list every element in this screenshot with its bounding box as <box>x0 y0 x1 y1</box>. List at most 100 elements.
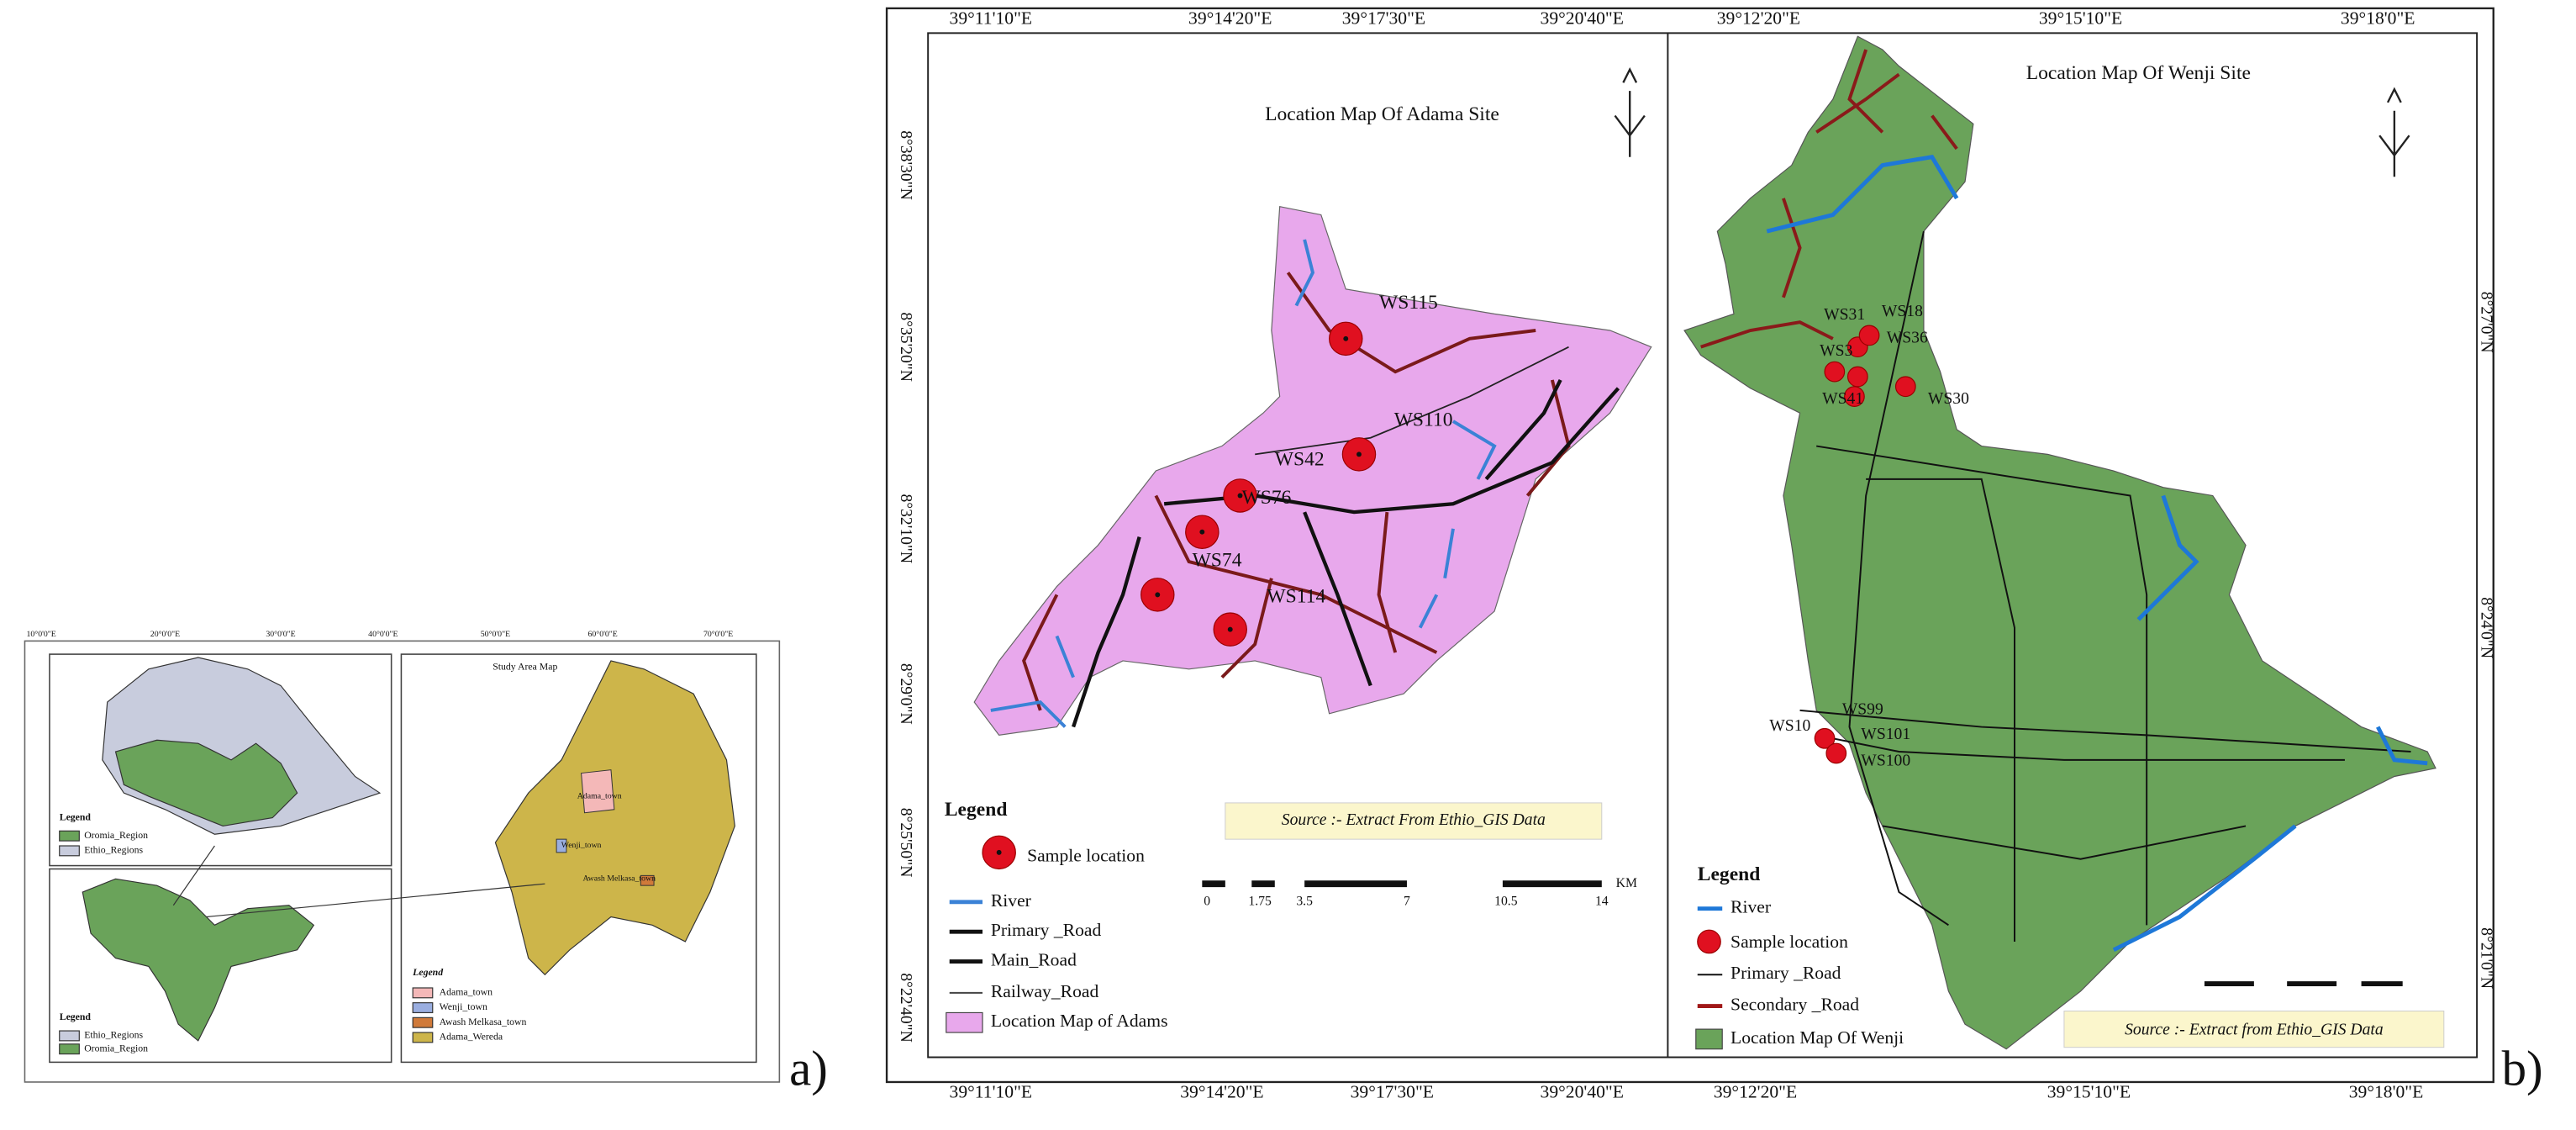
legend-item: Primary _Road <box>991 920 1102 940</box>
legend-item: Location Map of Adams <box>991 1011 1168 1031</box>
lon-label: 50°0'0"E <box>481 630 510 639</box>
sample-label: WS41 <box>1822 389 1863 408</box>
legend-item: Awash Melkasa_town <box>440 1016 527 1027</box>
town-label: Adama_town <box>577 791 622 800</box>
wenji-town <box>556 838 567 853</box>
source-note: Source :- Extract From Ethio_GIS Data <box>1282 811 1546 829</box>
lon-label: 39°20'40"E <box>1541 1082 1624 1102</box>
legend-title: Legend <box>60 1011 92 1022</box>
legend-item: Ethio_Regions <box>84 1030 143 1041</box>
legend-item: Oromia_Region <box>84 1043 148 1053</box>
lon-label: 39°14'20"E <box>1188 8 1272 29</box>
map-title: Study Area Map <box>493 662 557 673</box>
scale-label: 1.75 <box>1248 894 1272 908</box>
lon-label: 39°11'10"E <box>950 1082 1033 1102</box>
lon-label: 70°0'0"E <box>703 630 733 639</box>
oromia-region <box>114 739 298 827</box>
legend-title: Legend <box>1698 863 1761 885</box>
legend-swatches <box>59 830 434 1055</box>
lon-label: 39°17'30"E <box>1342 8 1425 29</box>
legend-item: Wenji_town <box>440 1001 487 1012</box>
legend-item: Adama_Wereda <box>440 1032 503 1043</box>
panel-label: a) <box>789 1041 828 1096</box>
legend-item: Location Map Of Wenji <box>1731 1027 1904 1048</box>
legend-title: Legend <box>412 967 444 978</box>
legend-item: Main_Road <box>991 949 1077 969</box>
legend-title: Legend <box>60 811 92 822</box>
legend-item: River <box>1731 897 1771 917</box>
lat-label: 8°22'40"N <box>897 973 915 1043</box>
sample-label: WS100 <box>1861 751 1910 769</box>
lon-label: 39°15'10"E <box>2047 1082 2131 1102</box>
wenji-map <box>1683 35 2445 1050</box>
lon-label: 40°0'0"E <box>368 630 398 639</box>
legend-item: Sample location <box>1731 932 1848 952</box>
sample-label: WS74 <box>1193 549 1242 571</box>
inner-frame <box>927 32 2479 1059</box>
sample-label: WS101 <box>1861 725 1910 743</box>
lat-label: 8°32'10"N <box>897 494 915 563</box>
scale-label: KM <box>1616 876 1637 890</box>
lat-label: 8°38'30"N <box>897 130 915 200</box>
legend-title: Legend <box>945 799 1008 821</box>
town-label: Awash Melkasa_town <box>582 874 656 884</box>
sample-label: WS114 <box>1267 586 1325 608</box>
lon-label: 39°12'20"E <box>1717 8 1800 29</box>
legend-item: Railway_Road <box>991 981 1099 1001</box>
map-title: Location Map Of Wenji Site <box>2026 62 2251 84</box>
lat-label: 8°35'20"N <box>897 312 915 382</box>
scale-label: 7 <box>1404 894 1410 908</box>
sample-label: WS42 <box>1275 449 1325 471</box>
sample-label: WS110 <box>1394 409 1453 430</box>
lon-label: 39°18'0"E <box>2341 8 2415 29</box>
legend-item: Primary _Road <box>1731 963 1841 983</box>
sample-label: WS99 <box>1842 700 1883 718</box>
sample-label: WS76 <box>1242 487 1292 509</box>
sample-label: WS30 <box>1928 389 1969 408</box>
scale-label: 14 <box>1595 894 1609 908</box>
legend-item: River <box>991 890 1031 911</box>
lat-label: 8°29'0"N <box>897 663 915 725</box>
scale-label: 10.5 <box>1494 894 1518 908</box>
lon-label: 39°20'40"E <box>1541 8 1624 29</box>
lat-label: 8°25'50"N <box>897 808 915 878</box>
adama-town <box>581 769 615 814</box>
awash-town <box>640 874 655 886</box>
legend-item: Ethio_Regions <box>84 845 143 856</box>
legend-item: Adama_town <box>440 987 493 998</box>
sample-label: WS10 <box>1769 716 1810 735</box>
lon-label: 39°12'20"E <box>1714 1082 1797 1102</box>
lat-label: 8°24'0"N <box>2477 597 2495 658</box>
lon-label: 39°14'20"E <box>1180 1082 1263 1102</box>
legend-item: Secondary _Road <box>1731 995 1859 1015</box>
sample-label: WS3 <box>1820 341 1852 360</box>
legend-item: Oromia_Region <box>84 830 148 841</box>
lon-label: 20°0'0"E <box>150 630 180 639</box>
lat-label: 8°27'0"N <box>2477 292 2495 353</box>
panel-a <box>24 640 781 1083</box>
lon-label: 30°0'0"E <box>266 630 295 639</box>
scale-label: 3.5 <box>1296 894 1313 908</box>
sample-label: WS36 <box>1887 328 1928 346</box>
connector <box>172 845 215 906</box>
oromia-region <box>82 878 315 1042</box>
lon-label: 10°0'0"E <box>26 630 55 639</box>
adama-wereda <box>494 660 735 976</box>
panel-label: b) <box>2502 1041 2543 1096</box>
scale-label: 0 <box>1204 894 1210 908</box>
lon-label: 60°0'0"E <box>587 630 617 639</box>
legend-item: Sample location <box>1027 846 1145 866</box>
lat-label: 8°21'0"N <box>2477 927 2495 989</box>
sample-label: WS18 <box>1882 302 1923 320</box>
lon-label: 39°18'0"E <box>2349 1082 2424 1102</box>
town-label: Wenji_town <box>561 841 602 850</box>
source-note: Source :- Extract from Ethio_GIS Data <box>2125 1021 2384 1039</box>
connector <box>206 883 545 918</box>
sample-label: WS115 <box>1379 292 1438 314</box>
lon-label: 39°17'30"E <box>1351 1082 1434 1102</box>
frame <box>885 7 2494 1084</box>
lon-label: 39°15'10"E <box>2039 8 2122 29</box>
map-title: Location Map Of Adama Site <box>1265 103 1499 125</box>
